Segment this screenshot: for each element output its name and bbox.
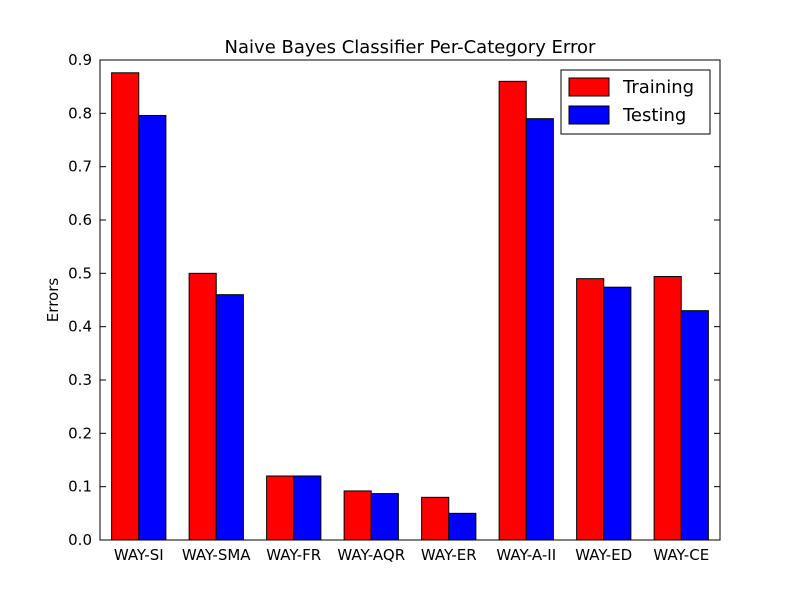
- bar-training-way-er: [421, 496, 450, 541]
- x-tick-label: WAY-SMA: [182, 546, 251, 564]
- y-tick-label: 0.3: [68, 371, 92, 389]
- bar-training-way-ce: [653, 276, 682, 541]
- x-tick-label: WAY-A-II: [496, 546, 556, 564]
- bar-training-way-ed: [576, 278, 605, 541]
- y-tick-label: 0.2: [68, 424, 92, 442]
- y-axis-label: Errors: [44, 278, 62, 323]
- bar-testing-way-ce: [680, 310, 709, 541]
- bar-testing-way-fr: [293, 475, 322, 541]
- bar-testing-way-ed: [603, 286, 632, 541]
- chart-title: Naive Bayes Classifier Per-Category Erro…: [225, 37, 596, 58]
- bar-testing-way-sma: [215, 294, 244, 541]
- y-tick-label: 0.6: [68, 211, 92, 229]
- y-tick-label: 0.8: [68, 104, 92, 122]
- bar-training-way-aqr: [343, 490, 372, 541]
- y-tick-label: 0.9: [68, 51, 92, 69]
- bar-testing-way-si: [138, 114, 167, 541]
- bar-training-way-si: [111, 72, 140, 541]
- bar-testing-way-aqr: [370, 493, 399, 541]
- legend: Training Testing: [560, 69, 711, 135]
- x-tick-label: WAY-AQR: [337, 546, 405, 564]
- bar-training-way-sma: [188, 272, 217, 541]
- legend-swatch-testing: [568, 105, 610, 125]
- legend-swatch-training: [568, 77, 610, 97]
- axes-group: 0.0 0.1 0.2 0.3 0.4 0.5 0.6 0.7 0.8 0.9 WAY-SI WAY-…: [68, 51, 721, 564]
- y-tick-label: 0.4: [68, 318, 92, 336]
- x-tick-label: WAY-ER: [421, 546, 477, 564]
- x-tick-label: WAY-ED: [575, 546, 632, 564]
- bars-group: [111, 72, 709, 541]
- x-tick-label: WAY-CE: [653, 546, 709, 564]
- x-tick-label: WAY-FR: [266, 546, 321, 564]
- y-tick-label: 0.7: [68, 158, 92, 176]
- bar-testing-way-a-ii: [525, 118, 554, 541]
- legend-label-training: Training: [622, 77, 694, 98]
- y-tick-label: 0.1: [68, 478, 92, 496]
- y-tick-label: 0.5: [68, 264, 92, 282]
- bar-testing-way-er: [448, 512, 477, 541]
- y-tick-label: 0.0: [68, 531, 92, 549]
- legend-label-testing: Testing: [622, 105, 686, 126]
- plot-frame: [99, 59, 721, 541]
- bar-training-way-fr: [266, 475, 295, 541]
- x-tick-label: WAY-SI: [114, 546, 164, 564]
- bar-training-way-a-ii: [498, 80, 527, 541]
